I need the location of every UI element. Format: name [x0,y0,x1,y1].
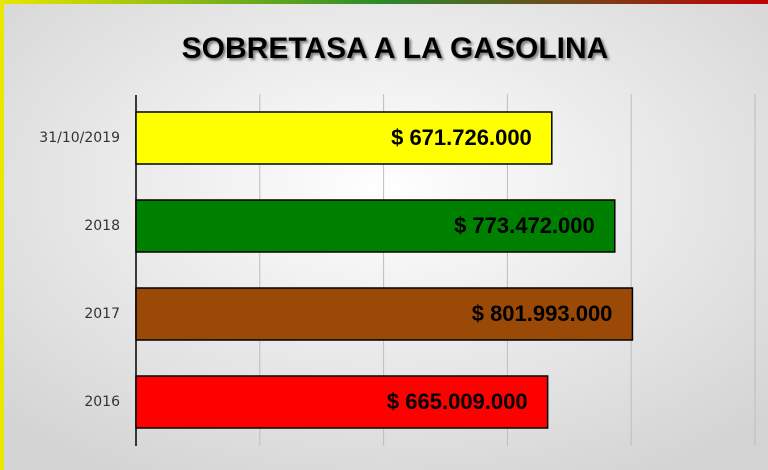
left-border [0,0,4,470]
bar [135,199,616,253]
y-tick-label: 31/10/2019 [39,130,120,146]
y-tick-label: 2017 [84,306,120,322]
y-tick-label: 2018 [84,218,120,234]
data-label: $ 801.993.000 [472,301,613,326]
top-border [0,0,768,4]
bar [135,287,634,341]
y-tick-label: 2016 [84,394,120,410]
data-label: $ 671.726.000 [391,125,532,150]
data-label: $ 665.009.000 [387,389,528,414]
bar [135,375,549,429]
chart-title: SOBRETASA A LA GASOLINA [182,32,609,65]
bar [135,111,553,165]
data-label: $ 773.472.000 [454,213,595,238]
